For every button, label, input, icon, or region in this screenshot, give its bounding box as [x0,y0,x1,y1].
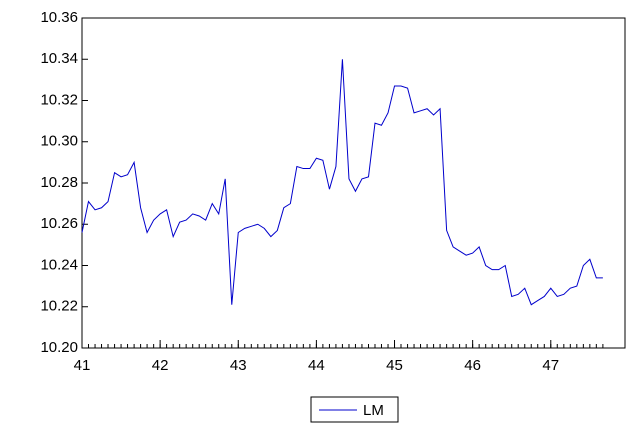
y-tick-label: 10.30 [40,133,78,150]
x-tick-label: 44 [308,357,325,374]
x-tick-label: 42 [152,357,169,374]
y-tick-label: 10.36 [40,9,78,26]
plot-frame [81,17,626,349]
x-tick-label: 41 [74,357,91,374]
legend-label: LM [363,402,384,419]
x-tick-label: 46 [464,357,481,374]
y-tick-label: 10.34 [40,50,78,67]
y-tick-label: 10.26 [40,215,78,232]
x-tick-label: 45 [386,357,403,374]
y-tick-label: 10.22 [40,298,78,315]
x-tick-label: 43 [230,357,247,374]
y-tick-label: 10.28 [40,174,78,191]
y-tick-label: 10.24 [40,256,78,273]
series-line [81,59,603,306]
x-tick-label: 47 [542,357,559,374]
y-tick-label: 10.32 [40,91,78,108]
y-tick-label: 10.20 [40,339,78,356]
